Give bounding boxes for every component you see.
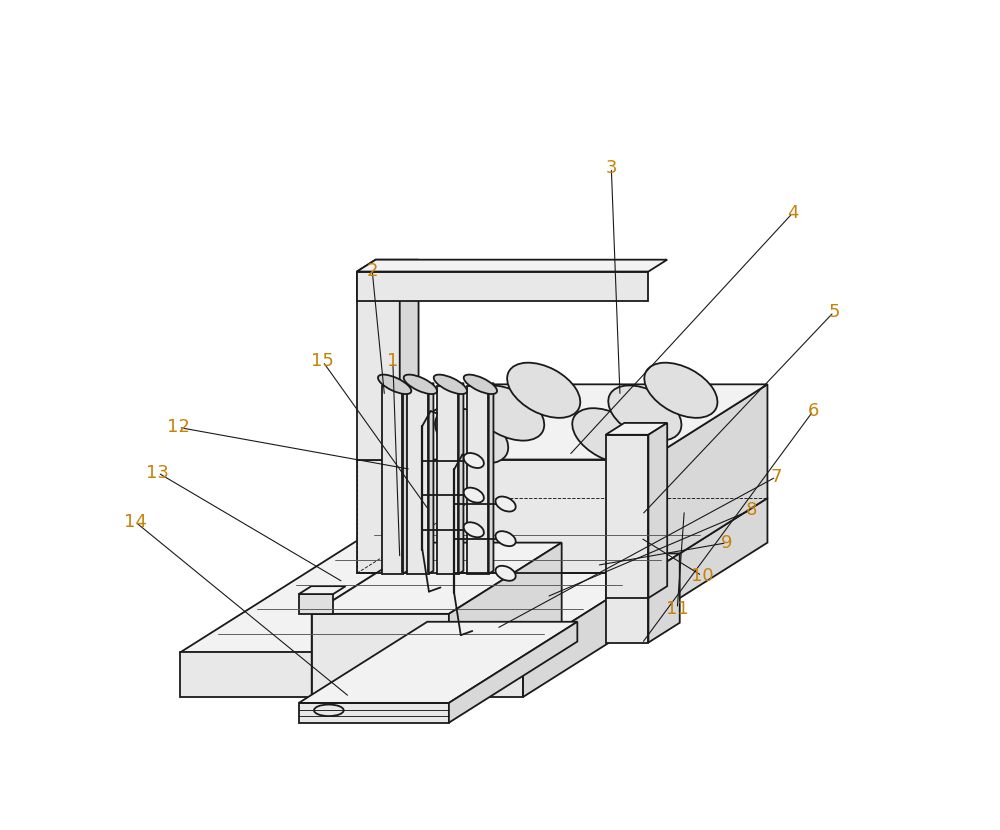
Polygon shape — [648, 554, 680, 642]
Polygon shape — [400, 260, 419, 460]
Polygon shape — [403, 383, 408, 574]
Polygon shape — [382, 386, 403, 574]
Text: 3: 3 — [606, 159, 617, 177]
Polygon shape — [180, 652, 523, 697]
Text: 6: 6 — [808, 402, 819, 420]
Polygon shape — [523, 498, 767, 697]
Text: 9: 9 — [721, 534, 732, 552]
Text: 2: 2 — [366, 261, 378, 280]
Polygon shape — [357, 260, 667, 271]
Ellipse shape — [496, 566, 516, 581]
Polygon shape — [429, 383, 433, 574]
Ellipse shape — [434, 374, 467, 394]
Ellipse shape — [464, 453, 484, 468]
Polygon shape — [357, 460, 648, 574]
Polygon shape — [606, 423, 667, 435]
Polygon shape — [312, 543, 562, 614]
Polygon shape — [467, 386, 489, 574]
Text: 12: 12 — [167, 418, 190, 437]
Text: 15: 15 — [311, 353, 334, 370]
Polygon shape — [312, 614, 449, 703]
Ellipse shape — [404, 374, 437, 394]
Ellipse shape — [464, 488, 484, 503]
Polygon shape — [648, 384, 767, 574]
Polygon shape — [357, 271, 400, 460]
Polygon shape — [299, 703, 449, 723]
Polygon shape — [299, 586, 346, 594]
Polygon shape — [437, 386, 459, 574]
Polygon shape — [449, 622, 577, 723]
Polygon shape — [299, 622, 577, 703]
Ellipse shape — [496, 496, 516, 511]
Ellipse shape — [435, 408, 508, 463]
Polygon shape — [299, 594, 333, 614]
Polygon shape — [606, 435, 648, 598]
Ellipse shape — [464, 522, 484, 537]
Polygon shape — [606, 554, 680, 574]
Ellipse shape — [496, 531, 516, 546]
Polygon shape — [648, 423, 667, 598]
Polygon shape — [180, 498, 767, 652]
Polygon shape — [357, 271, 648, 301]
Text: 13: 13 — [146, 464, 169, 481]
Text: 5: 5 — [828, 303, 840, 321]
Ellipse shape — [572, 408, 645, 463]
Text: 7: 7 — [770, 468, 782, 486]
Text: 8: 8 — [746, 500, 757, 519]
Polygon shape — [489, 383, 493, 574]
Ellipse shape — [608, 385, 681, 441]
Polygon shape — [357, 384, 767, 460]
Ellipse shape — [644, 363, 717, 417]
Polygon shape — [407, 386, 429, 574]
Text: 10: 10 — [691, 567, 713, 585]
Polygon shape — [357, 260, 419, 271]
Polygon shape — [312, 543, 424, 703]
Ellipse shape — [507, 363, 580, 417]
Text: 1: 1 — [387, 353, 399, 370]
Polygon shape — [424, 543, 562, 632]
Polygon shape — [606, 574, 648, 642]
Polygon shape — [449, 543, 562, 703]
Polygon shape — [459, 383, 463, 574]
Ellipse shape — [378, 374, 411, 394]
Ellipse shape — [464, 374, 497, 394]
Ellipse shape — [471, 385, 544, 441]
Text: 4: 4 — [787, 204, 798, 222]
Text: 11: 11 — [666, 600, 689, 618]
Text: 14: 14 — [124, 513, 147, 531]
